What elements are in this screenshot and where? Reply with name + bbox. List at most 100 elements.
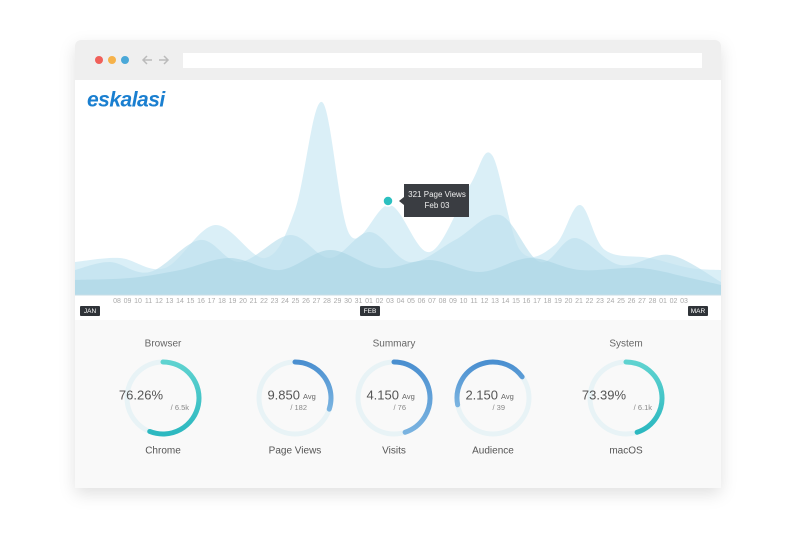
day-label: 22 (586, 298, 594, 305)
day-label: 31 (355, 298, 363, 305)
gauge-value: 76.26% (119, 387, 164, 402)
month-tag (688, 306, 708, 316)
day-label: 18 (544, 298, 552, 305)
day-label: 07 (428, 298, 436, 305)
day-label: 23 (271, 298, 279, 305)
day-label: 17 (208, 298, 216, 305)
url-bar[interactable] (183, 53, 702, 68)
day-label: 16 (523, 298, 531, 305)
day-label: 13 (166, 298, 174, 305)
day-label: 05 (407, 298, 415, 305)
day-label: 20 (239, 298, 247, 305)
area-chart (75, 101, 721, 296)
day-label: 14 (502, 298, 510, 305)
day-label: 27 (638, 298, 646, 305)
day-label: 15 (512, 298, 520, 305)
day-label: 21 (575, 298, 583, 305)
day-label: 11 (145, 298, 152, 305)
day-label: 13 (491, 298, 499, 305)
day-label: 24 (281, 298, 289, 305)
gauge-arc (391, 359, 433, 435)
gauge-sub: / 6.1k (634, 403, 653, 412)
gauge-sub: / 6.5k (171, 403, 190, 412)
gauge-label: Page Views (269, 446, 322, 457)
window-dot[interactable] (95, 56, 103, 64)
window-dot[interactable] (108, 56, 116, 64)
gauge-label: Chrome (145, 446, 181, 457)
month-label: MAR (691, 308, 706, 315)
day-label: 03 (680, 298, 688, 305)
day-label: 23 (596, 298, 604, 305)
logo[interactable]: eskalasi (87, 89, 167, 112)
day-label: 02 (670, 298, 678, 305)
stats-panel (75, 320, 721, 488)
section-title: Summary (373, 339, 416, 350)
day-label: 15 (187, 298, 195, 305)
wave-area (75, 249, 721, 295)
day-label: 08 (113, 298, 121, 305)
gauge-arc (623, 359, 665, 435)
day-label: 04 (397, 298, 405, 305)
day-label: 02 (376, 298, 384, 305)
day-label: 12 (481, 298, 489, 305)
section-title: Browser (145, 339, 182, 350)
gauge-value: 2.150 (465, 387, 498, 402)
month-tag (80, 306, 100, 316)
gauge-avg: Avg (501, 392, 514, 401)
day-label: 01 (659, 298, 667, 305)
day-label: 19 (554, 298, 562, 305)
tooltip (399, 184, 469, 217)
gauge-value: 73.39% (582, 387, 627, 402)
gauge-label: Audience (472, 446, 514, 457)
gauge-value: 4.150 (366, 387, 399, 402)
day-label: 27 (313, 298, 321, 305)
day-label: 12 (155, 298, 163, 305)
month-label: FEB (364, 308, 377, 315)
tooltip-point (382, 195, 394, 207)
day-label: 06 (418, 298, 426, 305)
gauge-label: macOS (609, 446, 643, 457)
day-label: 30 (344, 298, 352, 305)
day-label: 10 (134, 298, 142, 305)
day-label: 21 (250, 298, 258, 305)
gauge-value: 9.850 (267, 387, 300, 402)
tooltip-date: Feb 03 (425, 201, 450, 210)
forward-arrow[interactable] (159, 55, 170, 65)
day-label: 22 (260, 298, 268, 305)
window-dot[interactable] (121, 56, 129, 64)
tooltip-title: 321 Page Views (408, 190, 466, 199)
day-label: 11 (470, 298, 477, 305)
section-title: System (609, 339, 642, 350)
timeline: 08 09 10 11 12 13 14 15 16 17 18 19 20 21 22 23 24 25 26 27… (80, 298, 708, 316)
month-tag (360, 306, 380, 316)
gauge-avg: Avg (303, 392, 316, 401)
wave-area (75, 101, 721, 296)
day-label: 19 (229, 298, 237, 305)
day-label: 26 (628, 298, 636, 305)
back-arrow[interactable] (141, 55, 152, 65)
gauge-avg: Avg (402, 392, 415, 401)
day-label: 17 (533, 298, 541, 305)
day-label: 29 (334, 298, 342, 305)
gauge-sub: / 39 (492, 403, 505, 412)
gauge-sub: / 182 (290, 403, 307, 412)
gauge-arc (292, 359, 334, 412)
day-label: 28 (649, 298, 657, 305)
day-label: 16 (197, 298, 205, 305)
day-label: 20 (565, 298, 573, 305)
day-label: 01 (365, 298, 373, 305)
day-label: 14 (176, 298, 184, 305)
day-label: 26 (302, 298, 310, 305)
day-label: 09 (124, 298, 132, 305)
month-label: JAN (84, 308, 97, 315)
stats: Browser Summary System 76.26% / 6.5k Chrome 9.… (119, 339, 665, 457)
day-label: 25 (617, 298, 625, 305)
day-label: 25 (292, 298, 300, 305)
day-label: 24 (607, 298, 615, 305)
day-label: 09 (449, 298, 457, 305)
day-label: 28 (323, 298, 331, 305)
day-label: 03 (386, 298, 394, 305)
gauge-arc (454, 359, 525, 408)
